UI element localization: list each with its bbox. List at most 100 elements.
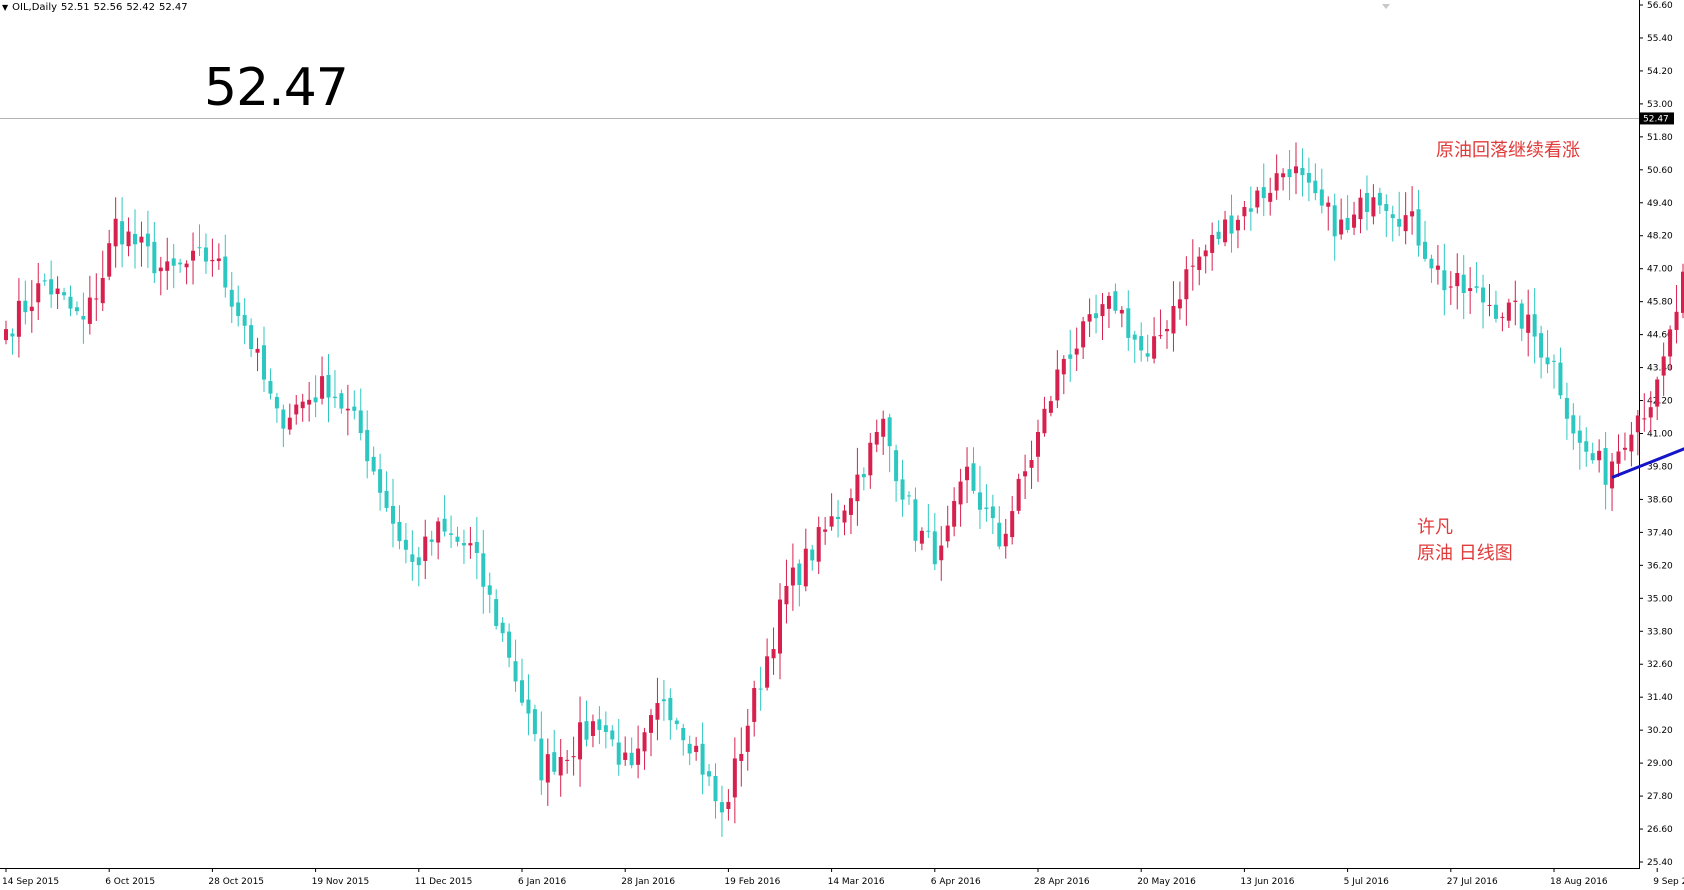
candle-body (487, 585, 492, 595)
candle-body (1500, 316, 1505, 318)
candle-body (1474, 286, 1479, 288)
candle-body (87, 297, 92, 324)
candle-body (268, 381, 273, 394)
candle-body (461, 543, 466, 546)
candle-body (958, 481, 963, 505)
candle-body (133, 233, 137, 245)
candle-body (900, 479, 905, 500)
candle-body (1481, 287, 1486, 303)
candle-body (178, 262, 183, 265)
candle-body (1177, 299, 1182, 309)
candle-body (1145, 353, 1150, 357)
candle-body (668, 697, 673, 721)
candle-body (107, 243, 112, 277)
candle-body (1119, 309, 1124, 314)
candle-body (1635, 415, 1640, 433)
candle-body (249, 325, 254, 350)
y-tick-label: 50.60 (1647, 166, 1673, 176)
x-tick-label: 19 Feb 2016 (724, 877, 780, 887)
candle-body (629, 752, 634, 766)
plot-area[interactable] (0, 0, 1640, 869)
candle-body (1358, 197, 1363, 220)
candle-body (1242, 207, 1247, 217)
candle-body (1319, 189, 1324, 206)
candle-body (94, 298, 99, 300)
candle-body (939, 545, 944, 561)
chart-menu-icon[interactable]: ▼ (2, 3, 9, 12)
candle-body (874, 432, 879, 445)
candle-body (81, 315, 86, 320)
candle-body (1564, 397, 1569, 419)
x-tick-label: 9 Sep 2016 (1653, 877, 1684, 887)
candle-body (320, 376, 325, 399)
y-tick-label: 43.40 (1647, 364, 1673, 374)
y-tick-label: 27.80 (1647, 792, 1673, 802)
candle-body (1558, 362, 1563, 396)
candle-body (1442, 270, 1447, 291)
candle-body (603, 725, 608, 732)
x-tick-label: 27 Jul 2016 (1447, 877, 1498, 887)
candle-body (1448, 286, 1453, 288)
candle-body (1126, 308, 1131, 338)
candle-body (1590, 453, 1595, 461)
candle-body (1235, 219, 1240, 231)
candle-body (1229, 215, 1234, 234)
candle-body (1061, 358, 1066, 375)
candle-body (1165, 328, 1169, 332)
candle-body (797, 563, 802, 586)
candle-body (1068, 354, 1073, 359)
candle-body (171, 258, 176, 266)
chart-header: ▼ OIL,Daily 52.51 52.56 52.42 52.47 (2, 2, 188, 13)
candle-body (1248, 208, 1253, 212)
candle-body (803, 548, 808, 587)
candle-body (397, 521, 402, 542)
candle-body (1610, 461, 1615, 489)
candle-body (952, 501, 957, 527)
candle-body (571, 756, 576, 758)
candle-body (378, 469, 383, 493)
y-tick-label: 29.00 (1647, 759, 1673, 769)
candle-body (1571, 415, 1576, 434)
candle-body (1493, 304, 1498, 319)
candle-body (848, 498, 853, 515)
candle-body (442, 518, 447, 532)
candle-body (597, 719, 602, 730)
candle-body (965, 466, 970, 481)
candle-body (887, 417, 892, 447)
chart-subtitle: 原油 日线图 (1417, 543, 1513, 564)
x-tick-label: 14 Mar 2016 (828, 877, 885, 887)
y-tick-label: 45.80 (1647, 298, 1673, 308)
candle-body (236, 302, 241, 317)
symbol-label: OIL,Daily (12, 2, 58, 13)
author-note: 许凡 原油 日线图 (1417, 515, 1513, 567)
candle-body (313, 397, 318, 403)
candle-body (307, 399, 312, 405)
candle-body (1094, 313, 1099, 319)
candle-body (1435, 265, 1440, 270)
candle-body (1287, 169, 1292, 178)
forecast-note: 原油回落继续看涨 (1436, 140, 1580, 161)
candle-body (829, 516, 834, 527)
candle-body (455, 536, 460, 542)
y-tick-label: 36.20 (1647, 561, 1673, 571)
candle-body (545, 754, 550, 783)
candle-body (481, 553, 486, 587)
candle-body (1087, 314, 1092, 322)
candle-body (584, 721, 589, 740)
candle-body (836, 516, 841, 519)
candle-body (732, 758, 737, 798)
ohlc-readout: 52.51 52.56 52.42 52.47 (61, 2, 188, 13)
x-tick-label: 28 Oct 2015 (208, 877, 264, 887)
y-tick-label: 51.80 (1647, 133, 1673, 143)
candle-body (997, 522, 1002, 547)
candle-body (1300, 167, 1305, 176)
candle-body (281, 409, 286, 429)
y-tick-label: 44.60 (1647, 331, 1673, 341)
candle-body (861, 474, 866, 478)
y-tick-label: 55.40 (1647, 34, 1673, 44)
y-tick-label: 41.00 (1647, 430, 1673, 440)
candle-body (655, 703, 660, 720)
candle-body (62, 292, 67, 296)
